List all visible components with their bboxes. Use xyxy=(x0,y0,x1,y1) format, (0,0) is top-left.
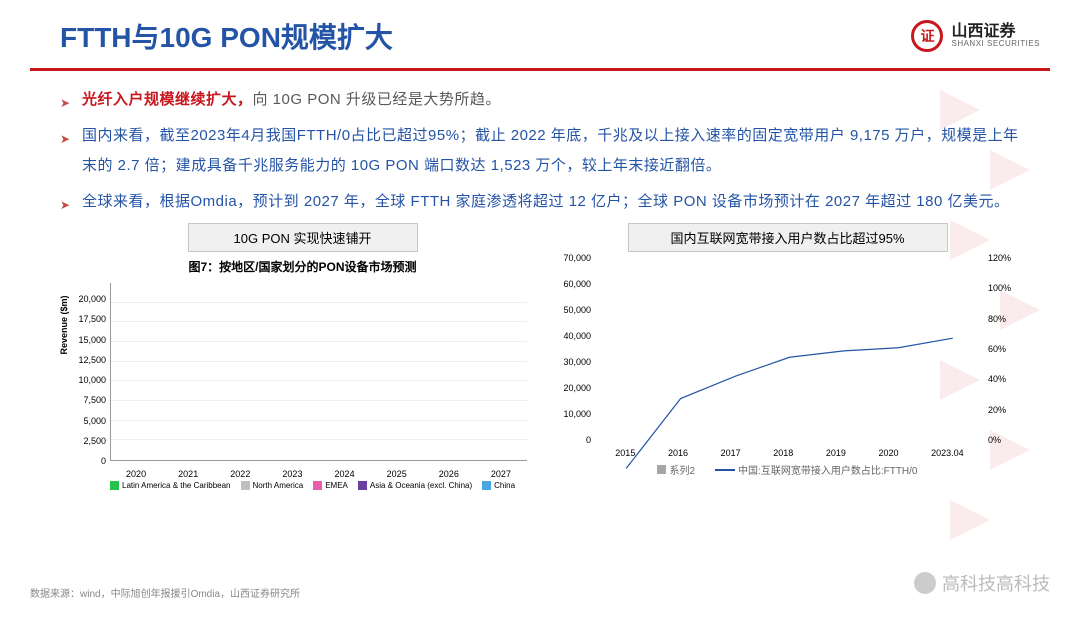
bullet-text: 全球来看，根据Omdia，预计到 2027 年，全球 FTTH 家庭渗透将超过 … xyxy=(82,187,1009,217)
legend-item: China xyxy=(482,481,515,490)
watermark: 高科技高科技 xyxy=(914,570,1050,596)
wechat-icon xyxy=(914,572,936,594)
bullet-arrow-icon: ➤ xyxy=(60,91,74,115)
page-title: FTTH与10G PON规模扩大 xyxy=(60,16,393,56)
chart-left: 10G PON 实现快速铺开 图7：按地区/国家划分的PON设备市场预测 Rev… xyxy=(70,223,535,490)
bullet-arrow-icon: ➤ xyxy=(60,127,74,151)
brand-en: SHANXI SECURITIES xyxy=(951,40,1040,49)
chart1-area: Revenue ($m) 02,5005,0007,50010,00012,50… xyxy=(70,279,535,479)
legend-item: Latin America & the Caribbean xyxy=(110,481,231,490)
bullet-arrow-icon: ➤ xyxy=(60,193,74,217)
chart-right: 国内互联网宽带接入用户数占比超过95% 010,00020,00030,0004… xyxy=(555,223,1020,490)
content: ➤ 光纤入户规模继续扩大，向 10G PON 升级已经是大势所趋。 ➤ 国内来看，截至… xyxy=(0,71,1080,490)
footer-source: 数据来源：wind，中际旭创年报援引Omdia，山西证券研究所 xyxy=(30,585,300,600)
brand-logo-icon: 证 xyxy=(911,20,943,52)
chart2-area: 010,00020,00030,00040,00050,00060,00070,… xyxy=(555,258,1020,458)
chart2-title: 国内互联网宽带接入用户数占比超过95% xyxy=(628,223,948,252)
bullet: ➤ 光纤入户规模继续扩大，向 10G PON 升级已经是大势所趋。 xyxy=(60,85,1030,115)
bullet-text: 国内来看，截至2023年4月我国FTTH/0占比已超过95%；截止 2022 年… xyxy=(82,121,1030,181)
legend-item: EMEA xyxy=(313,481,348,490)
brand-cn: 山西证券 xyxy=(951,23,1040,41)
chart1-title: 10G PON 实现快速铺开 xyxy=(188,223,418,252)
header: FTTH与10G PON规模扩大 证 山西证券 SHANXI SECURITIE… xyxy=(0,0,1080,64)
bullet: ➤ 国内来看，截至2023年4月我国FTTH/0占比已超过95%；截止 2022 … xyxy=(60,121,1030,181)
chart1-ylabel: Revenue ($m) xyxy=(59,295,69,354)
brand: 证 山西证券 SHANXI SECURITIES xyxy=(911,20,1040,52)
chart1-subtitle: 图7：按地区/国家划分的PON设备市场预测 xyxy=(70,258,535,275)
legend-item: Asia & Oceania (excl. China) xyxy=(358,481,472,490)
legend-item: North America xyxy=(241,481,304,490)
chart1-legend: Latin America & the Caribbean North Ameri… xyxy=(70,481,535,490)
bullet-text: 光纤入户规模继续扩大，向 10G PON 升级已经是大势所趋。 xyxy=(82,85,501,115)
bullet: ➤ 全球来看，根据Omdia，预计到 2027 年，全球 FTTH 家庭渗透将超过… xyxy=(60,187,1030,217)
